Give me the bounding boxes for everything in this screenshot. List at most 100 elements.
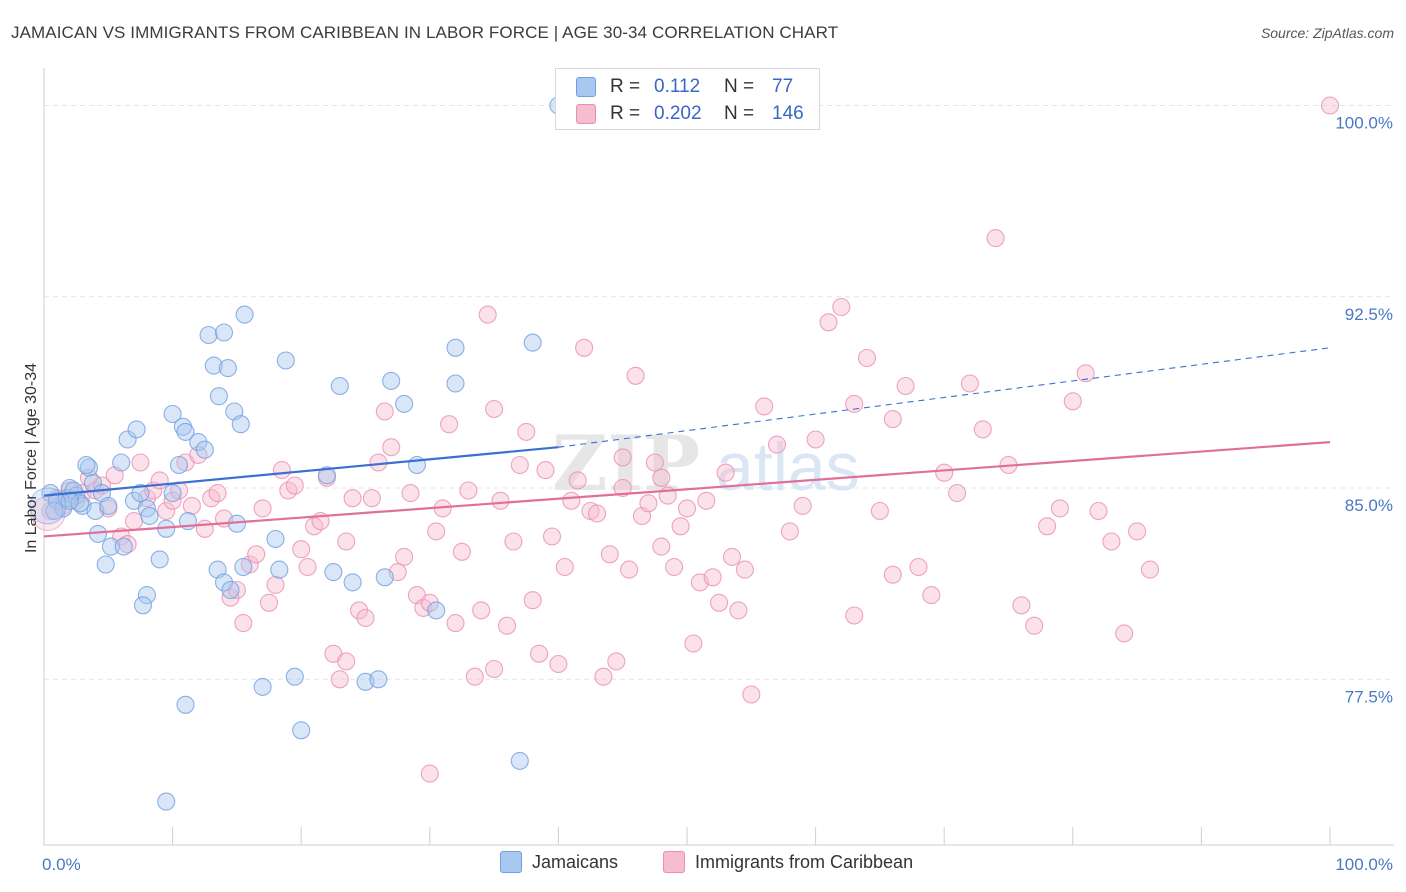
- legend-row-jamaicans: R = 0.112 N = 77: [576, 74, 793, 100]
- caribbean-point: [420, 593, 439, 612]
- n-value: 146: [772, 103, 804, 124]
- caribbean-point: [645, 453, 664, 472]
- caribbean-point: [671, 517, 690, 536]
- caribbean-point: [973, 420, 992, 439]
- caribbean-point: [420, 764, 439, 783]
- caribbean-point: [883, 565, 902, 584]
- jamaican-point: [343, 573, 362, 592]
- jamaican-point: [446, 374, 465, 393]
- caribbean-point: [575, 338, 594, 357]
- caribbean-point: [793, 496, 812, 515]
- caribbean-point: [459, 481, 478, 500]
- jamaican-point: [266, 529, 285, 549]
- series-legend: Jamaicans Immigrants from Caribbean: [0, 851, 1406, 877]
- jamaican-point: [317, 466, 336, 485]
- caribbean-point: [1320, 96, 1340, 115]
- caribbean-point: [845, 606, 864, 625]
- caribbean-point: [587, 504, 607, 523]
- caribbean-point: [652, 468, 671, 487]
- caribbean-point: [607, 652, 626, 671]
- jamaican-point: [234, 557, 253, 577]
- caribbean-point: [465, 667, 484, 686]
- caribbean-point: [562, 491, 581, 510]
- n-label: N =: [724, 76, 755, 97]
- legend-swatch-blue: [576, 77, 596, 97]
- caribbean-point: [1063, 392, 1082, 411]
- trend-lines: [43, 347, 1331, 538]
- caribbean-point: [857, 348, 877, 368]
- caribbean-point: [542, 527, 562, 546]
- jamaican-trend-extension: [558, 347, 1331, 448]
- caribbean-point: [337, 532, 356, 551]
- jamaican-point: [330, 376, 349, 396]
- jamaican-point: [523, 333, 542, 352]
- watermark-atlas: atlas: [716, 429, 860, 505]
- jamaican-point: [133, 596, 153, 615]
- jamaican-point: [395, 394, 414, 413]
- jamaican-point: [163, 484, 182, 503]
- jamaican-point: [137, 586, 156, 605]
- legend-item-jamaicans: Jamaicans: [500, 851, 618, 873]
- n-label: N =: [724, 103, 755, 124]
- chart-title: JAMAICAN VS IMMIGRANTS FROM CARIBBEAN IN…: [11, 23, 839, 42]
- legend-swatch-pink: [576, 104, 596, 124]
- r-label: R =: [610, 76, 641, 97]
- jamaican-cluster-point: [29, 487, 67, 525]
- jamaican-point: [157, 792, 176, 811]
- caribbean-point: [677, 499, 697, 518]
- caribbean-point: [639, 494, 658, 513]
- caribbean-point: [182, 496, 201, 515]
- caribbean-point: [568, 471, 587, 490]
- jamaican-point: [510, 751, 529, 770]
- caribbean-point: [909, 557, 928, 577]
- caribbean-point: [832, 297, 851, 317]
- caribbean-point: [131, 453, 150, 472]
- caribbean-point: [729, 601, 748, 620]
- jamaican-point: [140, 506, 159, 526]
- caribbean-point: [1050, 499, 1069, 518]
- caribbean-point: [613, 478, 632, 498]
- caribbean-point: [536, 461, 555, 480]
- caribbean-point: [896, 376, 915, 396]
- caribbean-point: [485, 659, 504, 679]
- caribbean-point: [986, 229, 1005, 248]
- jamaican-point: [276, 351, 295, 370]
- caribbean-point: [960, 374, 979, 393]
- jamaican-point: [382, 371, 401, 390]
- series-jamaicans-points: [29, 96, 568, 811]
- caribbean-point: [735, 560, 754, 579]
- caribbean-point: [935, 463, 954, 482]
- jamaican-point: [195, 440, 214, 459]
- caribbean-point: [234, 614, 253, 633]
- jamaican-point: [375, 568, 394, 587]
- x-tick-label: 100.0%: [1335, 855, 1393, 874]
- caribbean-point: [722, 547, 742, 566]
- jamaican-point: [369, 670, 388, 689]
- caribbean-point: [452, 542, 471, 561]
- jamaican-point: [189, 433, 208, 452]
- caribbean-point: [485, 399, 504, 419]
- caribbean-point: [472, 601, 491, 620]
- jamaican-point: [127, 420, 146, 439]
- legend-item-caribbean: Immigrants from Caribbean: [663, 851, 913, 873]
- jamaican-point: [150, 550, 169, 569]
- caribbean-point: [124, 512, 144, 531]
- caribbean-point: [780, 522, 799, 541]
- jamaican-point: [235, 305, 254, 324]
- y-tick-label: 77.5%: [1345, 687, 1393, 706]
- jamaican-point: [176, 422, 195, 441]
- caribbean-point: [806, 430, 825, 449]
- caribbean-point: [266, 575, 285, 594]
- jamaican-point: [427, 601, 446, 620]
- caribbean-point: [446, 614, 465, 633]
- caribbean-point: [1012, 596, 1031, 615]
- caribbean-point: [157, 501, 176, 521]
- jamaican-point: [204, 356, 223, 375]
- caribbean-point: [883, 410, 902, 429]
- jamaican-point: [112, 453, 131, 472]
- caribbean-point: [1025, 616, 1044, 635]
- jamaican-point: [173, 417, 192, 436]
- caribbean-point: [613, 448, 632, 467]
- caribbean-point: [523, 591, 542, 610]
